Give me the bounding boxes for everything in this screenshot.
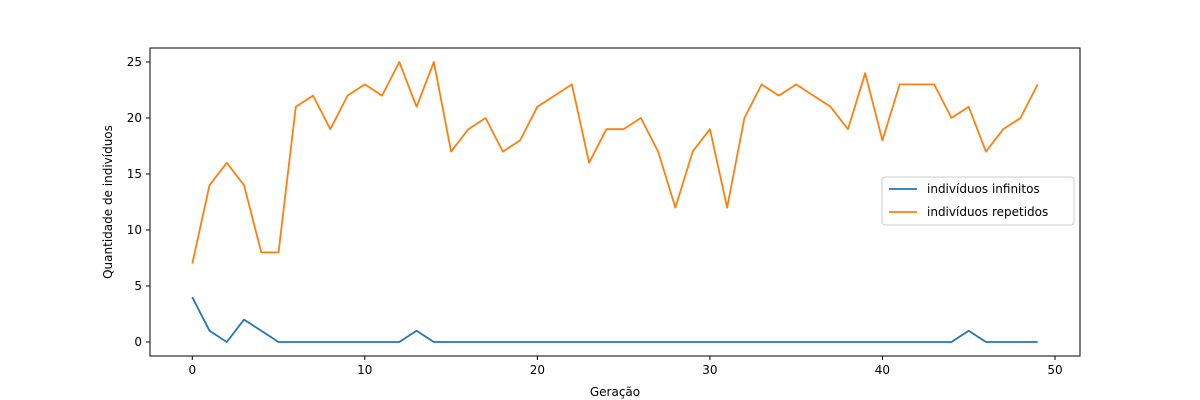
x-tick-label-1: 10 [357,363,372,377]
x-axis: 0 10 20 30 40 50 [188,356,1063,377]
legend-box [881,176,1075,226]
x-tick-label-4: 40 [875,363,890,377]
x-tick-label-0: 0 [188,363,196,377]
plot-frame [149,47,1081,357]
y-axis-label: Quantidade de indivíduos [101,125,115,279]
y-tick-label-0: 0 [134,335,142,349]
x-tick-label-2: 20 [530,363,545,377]
x-tick-label-5: 50 [1047,363,1062,377]
y-tick-label-2: 10 [127,223,142,237]
legend-label-repetidos: indivíduos repetidos [927,205,1048,219]
plot-marks [191,61,1039,343]
series-line-1 [191,61,1039,264]
y-tick-label-5: 25 [127,55,142,69]
y-axis: 0 5 10 15 20 25 [127,55,150,349]
y-tick-label-3: 15 [127,167,142,181]
series-line-0 [191,296,1038,343]
x-axis-label: Geração [590,385,640,399]
legend: indivíduos infinitos indivíduos repetido… [881,176,1075,226]
y-tick-label-4: 20 [127,111,142,125]
legend-label-infinitos: indivíduos infinitos [927,182,1040,196]
x-tick-label-3: 30 [702,363,717,377]
y-tick-label-1: 5 [134,279,142,293]
